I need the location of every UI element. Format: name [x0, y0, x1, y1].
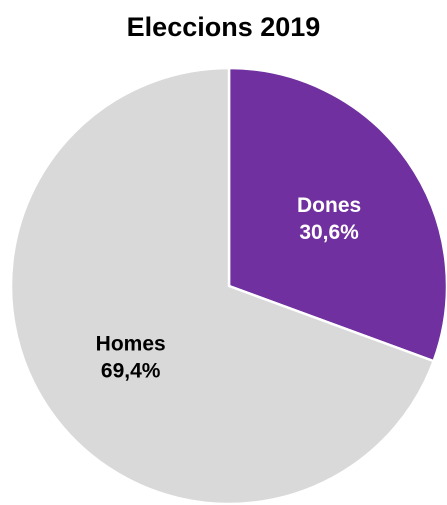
- slice-value-label-homes: 69,4%: [101, 360, 161, 383]
- slice-label-homes: Homes: [96, 333, 166, 356]
- slice-label-dones: Dones: [297, 194, 361, 217]
- slices-layer: [11, 68, 447, 504]
- slice-value-label-dones: 30,6%: [299, 221, 359, 244]
